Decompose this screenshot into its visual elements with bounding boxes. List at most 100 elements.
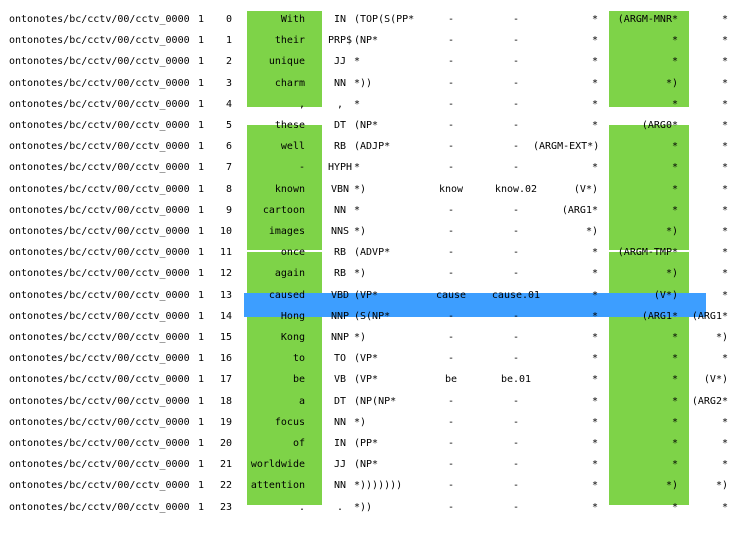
cell-word: . [298, 501, 305, 513]
cell-frame: - [512, 247, 520, 259]
cell-frame: - [512, 141, 520, 153]
cell-a1: * [591, 480, 598, 492]
cell-word: again [274, 268, 305, 280]
table-row: ontonotes/bc/cctv/00/cctv_0000 1 23.. *)) - -… [0, 498, 739, 519]
table-row: ontonotes/bc/cctv/00/cctv_0000 1 14 Hong NNP… [0, 307, 739, 328]
cell-doc: ontonotes/bc/cctv/00/cctv_0000 [9, 501, 190, 513]
cell-lemma: - [447, 56, 455, 68]
cell-parse: (VP* [354, 289, 379, 301]
cell-frame: - [512, 56, 520, 68]
cell-a3: * [721, 416, 728, 428]
cell-lemma: - [447, 268, 455, 280]
cell-part: 1 [197, 416, 204, 428]
cell-word: - [298, 162, 305, 174]
table-row: ontonotes/bc/cctv/00/cctv_0000 1 20 of IN (PP… [0, 434, 739, 455]
cell-lemma: - [447, 35, 455, 47]
cell-lemma: - [447, 353, 455, 365]
cell-a1: * [591, 98, 598, 110]
cell-pos: , [336, 98, 344, 110]
cell-pos: NNP [330, 332, 350, 343]
table-row: ontonotes/bc/cctv/00/cctv_0000 1 22 attenti… [0, 476, 739, 497]
cell-frame: - [512, 120, 520, 131]
cell-part: 1 [197, 14, 204, 25]
cell-part: 1 [197, 374, 204, 386]
cell-a2: *) [665, 268, 678, 280]
cell-a2: (ARG0* [641, 120, 678, 131]
cell-part: 1 [197, 35, 204, 47]
cell-a1: * [591, 332, 598, 343]
table-row: ontonotes/bc/cctv/00/cctv_0000 1 3 charm NN *… [0, 74, 739, 95]
cell-a3: * [721, 353, 728, 365]
cell-a1: * [591, 374, 598, 386]
cell-a2: (ARGM-MNR* [617, 14, 678, 25]
cell-a2: * [671, 374, 678, 386]
cell-doc: ontonotes/bc/cctv/00/cctv_0000 [9, 14, 190, 25]
cell-part: 1 [197, 141, 204, 153]
table-row: ontonotes/bc/cctv/00/cctv_0000 1 2 unique JJ… [0, 52, 739, 73]
cell-pos: NNP [330, 310, 350, 322]
cell-a1: * [591, 310, 598, 322]
cell-parse: (TOP(S(PP* [354, 14, 415, 25]
cell-parse: *) [354, 268, 367, 280]
cell-a3: * [721, 14, 728, 25]
table-row: ontonotes/bc/cctv/00/cctv_0000 1 18 a DT (NP(… [0, 392, 739, 413]
cell-doc: ontonotes/bc/cctv/00/cctv_0000 [9, 332, 190, 343]
cell-a1: * [591, 289, 598, 301]
cell-a3: * [721, 289, 728, 301]
cell-lemma: - [447, 310, 455, 322]
cell-doc: ontonotes/bc/cctv/00/cctv_0000 [9, 416, 190, 428]
cell-idx: 0 [225, 14, 232, 25]
cell-word: known [274, 183, 305, 195]
cell-frame: - [512, 14, 520, 25]
cell-word: unique [268, 56, 305, 68]
cell-parse: (ADVP* [354, 247, 391, 259]
cell-part: 1 [197, 332, 204, 343]
cell-frame: - [512, 268, 520, 280]
cell-pos: VBD [330, 289, 350, 301]
cell-a2: * [671, 141, 678, 153]
table-row: ontonotes/bc/cctv/00/cctv_0000 1 6 well RB (A… [0, 137, 739, 158]
cell-word: once [280, 247, 305, 259]
table-row: ontonotes/bc/cctv/00/cctv_0000 1 21 worldwi… [0, 455, 739, 476]
highlight-word-0-3 [247, 11, 322, 107]
cell-pos: NNS [330, 226, 350, 237]
cell-frame: cause.01 [491, 289, 541, 301]
cell-doc: ontonotes/bc/cctv/00/cctv_0000 [9, 162, 190, 174]
cell-a3: * [721, 77, 728, 89]
cell-pos: RB [333, 268, 347, 280]
cell-lemma: - [447, 395, 455, 407]
cell-a3: * [721, 56, 728, 68]
cell-a2: * [671, 416, 678, 428]
table-row: ontonotes/bc/cctv/00/cctv_0000 1 19 focus NN… [0, 413, 739, 434]
cell-word: these [274, 120, 305, 131]
cell-lemma: - [447, 120, 455, 131]
cell-lemma: - [447, 438, 455, 449]
cell-parse: *))))))) [354, 480, 403, 492]
cell-a3: *) [715, 332, 728, 343]
cell-idx: 10 [219, 226, 232, 237]
cell-pos: NN [333, 416, 347, 428]
cell-a1: * [591, 56, 598, 68]
cell-pos: TO [333, 353, 347, 365]
cell-parse: *)) [354, 501, 373, 513]
cell-idx: 17 [219, 374, 232, 386]
cell-pos: DT [333, 120, 347, 131]
cell-a1: * [591, 247, 598, 259]
cell-word: to [292, 353, 305, 365]
cell-frame: - [512, 162, 520, 174]
highlight-predicate-row [244, 293, 706, 317]
cell-a1: * [591, 77, 598, 89]
cell-idx: 14 [219, 310, 232, 322]
cell-doc: ontonotes/bc/cctv/00/cctv_0000 [9, 120, 190, 131]
cell-a3: * [721, 141, 728, 153]
cell-part: 1 [197, 480, 204, 492]
cell-a2: (V*) [653, 289, 678, 301]
cell-a3: (V*) [703, 374, 728, 386]
cell-word: worldwide [250, 459, 305, 471]
cell-a1: (ARGM-EXT*) [533, 141, 600, 153]
cell-word: cartoon [262, 204, 305, 216]
cell-parse: * [354, 204, 361, 216]
cell-a2: * [671, 56, 678, 68]
cell-idx: 22 [219, 480, 232, 492]
cell-a2: * [671, 35, 678, 47]
